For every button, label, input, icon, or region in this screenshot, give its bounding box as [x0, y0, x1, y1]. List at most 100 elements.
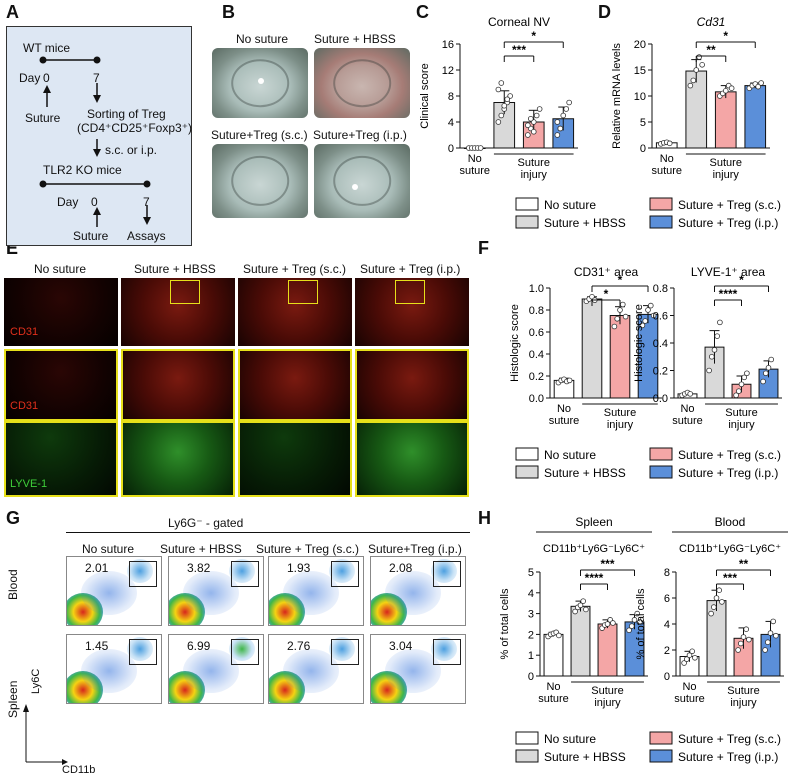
gate-box: [231, 561, 259, 587]
data-point: [628, 623, 635, 629]
micro-cd31-zoom-no-suture: [4, 349, 118, 421]
legend-label-treg_sc: Suture + Treg (s.c.): [678, 198, 781, 212]
data-point: [716, 587, 722, 593]
chart-title: Spleen: [575, 515, 612, 529]
data-point: [768, 356, 774, 363]
legend-label-hbss: Suture + HBSS: [544, 750, 626, 764]
sig-label: *: [531, 29, 536, 43]
legend-label-no_suture: No suture: [544, 448, 596, 462]
micro-cd31-treg-ip: [355, 278, 469, 346]
chart-title: Corneal NV: [488, 15, 550, 29]
group-label-no: No: [682, 681, 696, 693]
chart-subtitle: CD11b⁺Ly6G⁻Ly6C⁺: [543, 543, 645, 555]
legend-label-hbss: Suture + HBSS: [544, 216, 626, 230]
suture-label: Suture: [25, 111, 61, 125]
group-label-no: No: [557, 403, 571, 415]
data-point: [765, 364, 772, 371]
group-label-suture: suture: [459, 165, 490, 177]
data-point: [737, 640, 744, 647]
data-point: [645, 307, 651, 313]
group-label-suture: suture: [538, 693, 569, 705]
data-point: [580, 598, 586, 604]
sig-label: *: [618, 273, 623, 287]
sorting-markers: (CD4⁺CD25⁺Foxp3⁺): [77, 121, 193, 135]
micro-lyve1-treg-ip: [355, 421, 469, 497]
data-point: [773, 632, 779, 639]
y-axis-label: Histologic score: [509, 304, 521, 382]
wt-mice-label: WT mice: [23, 41, 71, 55]
group-label-suture-injury: Suture: [710, 157, 742, 169]
data-point: [713, 595, 720, 601]
g-axis-arrows: [23, 704, 68, 765]
legend-swatch: [649, 197, 673, 211]
data-point: [683, 656, 690, 662]
gate-percentage: 1.93: [287, 561, 311, 575]
g-xaxis-label: CD11b: [62, 764, 96, 776]
data-point: [554, 119, 561, 125]
group-label-no: No: [468, 153, 482, 165]
legend-swatch: [515, 465, 539, 479]
data-point: [572, 608, 578, 615]
legend-swatch: [515, 447, 539, 461]
data-point: [560, 112, 567, 119]
micro-cd31-zoom-hbss: [121, 349, 235, 421]
flow-plot: 2.76: [268, 634, 364, 704]
data-point: [527, 115, 534, 122]
data-point: [650, 312, 657, 319]
zoom-box-treg-sc: [288, 280, 318, 304]
group-label-injury: injury: [730, 697, 757, 709]
panel-label-c: C: [416, 2, 429, 22]
data-point: [686, 652, 693, 658]
bar-1: [581, 298, 603, 399]
data-point: [495, 86, 502, 93]
panel-label-f: F: [478, 238, 489, 258]
assays-label: Assays: [127, 229, 166, 243]
group-label-no: No: [680, 403, 694, 415]
gate-percentage: 2.08: [389, 561, 413, 575]
data-point: [614, 315, 620, 322]
data-point: [687, 391, 693, 397]
y-tick-label: 3: [528, 609, 534, 621]
chart-subtitle: CD11b⁺Ly6G⁻Ly6C⁺: [679, 543, 781, 555]
day-label: Day: [19, 71, 41, 85]
group-label-no: No: [660, 153, 674, 165]
timeline-lines: [39, 56, 151, 227]
y-tick-label: 15: [634, 65, 646, 77]
sig-label: **: [706, 43, 716, 57]
panel-label-h: H: [478, 508, 491, 528]
data-point: [525, 132, 531, 138]
eye-photo-treg-sc: [212, 144, 308, 218]
data-point: [530, 128, 537, 135]
y-tick-label: 6: [664, 593, 670, 605]
group-label-suture: suture: [651, 165, 682, 177]
y-tick-label: 10: [634, 91, 646, 103]
group-label-no: No: [546, 681, 560, 693]
micro-lyve1-no-suture: [4, 421, 118, 497]
y-tick-label: 0: [640, 143, 646, 155]
e-row-label-cd31-zoom: CD31: [10, 400, 39, 412]
flow-plot: 3.04: [370, 634, 466, 704]
y-tick-label: 0: [664, 671, 670, 683]
y-axis-label: Clinical score: [419, 63, 431, 128]
y-tick-label: 1.0: [529, 283, 544, 295]
y-tick-label: 0: [528, 671, 534, 683]
group-label-suture: suture: [549, 415, 580, 427]
y-tick-label: 0.8: [529, 305, 544, 317]
panel-label-a: A: [6, 2, 19, 22]
y-tick-label: 0.2: [529, 371, 544, 383]
y-tick-label: 0.0: [529, 393, 544, 405]
data-point: [634, 610, 640, 617]
y-tick-label: 0.8: [653, 283, 668, 295]
sig-label: ***: [512, 43, 526, 57]
data-point: [708, 353, 715, 360]
group-label-suture-injury: Suture: [604, 407, 636, 419]
group-label-suture: suture: [674, 693, 705, 705]
flow-plot: 1.45: [66, 634, 162, 704]
data-point: [622, 313, 629, 320]
eye-label-treg-ip: Suture+Treg (i.p.): [313, 128, 407, 142]
data-point: [557, 125, 564, 132]
sig-label: **: [739, 557, 749, 571]
route-label: s.c. or i.p.: [105, 143, 158, 157]
eye-photo-treg-ip: [314, 144, 410, 218]
y-tick-label: 5: [528, 567, 534, 579]
